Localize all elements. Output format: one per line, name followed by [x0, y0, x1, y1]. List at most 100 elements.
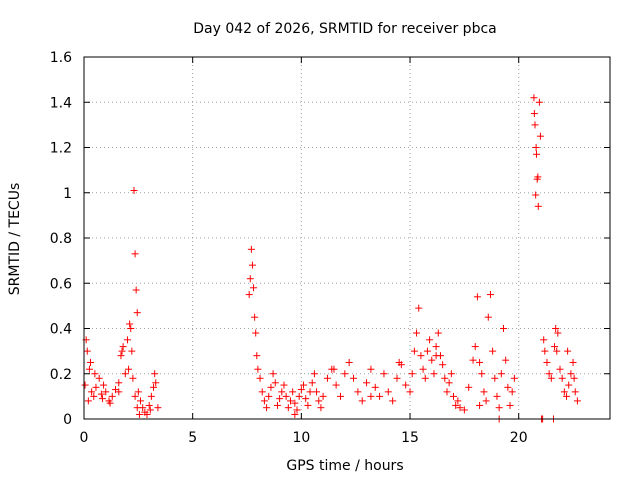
- data-point: [504, 383, 512, 391]
- data-point: [302, 395, 310, 403]
- data-point: [536, 132, 544, 140]
- data-point: [267, 383, 275, 391]
- axis-ticks: 0 0.2 0.4 0.6 0.8 1 1.2 1.4 1.6 0 5 10 15 20: [50, 50, 610, 446]
- data-point: [413, 329, 421, 337]
- data-point: [567, 370, 575, 378]
- data-point: [571, 388, 579, 396]
- data-point: [102, 388, 110, 396]
- data-point: [246, 275, 254, 283]
- data-point: [570, 374, 578, 382]
- data-point: [133, 404, 141, 412]
- data-point: [423, 347, 431, 355]
- data-point: [476, 401, 484, 409]
- data-point: [132, 286, 140, 294]
- y-tick-label: 1: [63, 186, 72, 202]
- data-point: [345, 358, 353, 366]
- data-point: [85, 365, 93, 373]
- data-point: [545, 370, 553, 378]
- data-point: [508, 388, 516, 396]
- data-point: [534, 173, 542, 181]
- x-tick-label: 20: [510, 430, 528, 446]
- data-point: [406, 388, 414, 396]
- data-point: [489, 347, 497, 355]
- data-point: [573, 397, 581, 405]
- data-point: [304, 401, 312, 409]
- data-point: [126, 320, 134, 328]
- data-point: [97, 390, 105, 398]
- data-point: [91, 370, 99, 378]
- data-point: [95, 374, 103, 382]
- grid: [84, 57, 610, 419]
- data-point: [284, 404, 292, 412]
- x-axis-label: GPS time / hours: [286, 458, 403, 474]
- data-point: [291, 410, 299, 418]
- data-point: [258, 388, 266, 396]
- data-point: [395, 358, 403, 366]
- data-point: [145, 401, 153, 409]
- data-point: [147, 392, 155, 400]
- data-point: [308, 379, 316, 387]
- data-point: [421, 374, 429, 382]
- data-point: [135, 410, 143, 418]
- data-point: [151, 370, 159, 378]
- data-point: [121, 370, 129, 378]
- data-point: [115, 379, 123, 387]
- data-point: [363, 379, 371, 387]
- data-point: [282, 392, 290, 400]
- data-point: [532, 144, 540, 151]
- data-point: [389, 397, 397, 405]
- data-point: [417, 352, 425, 360]
- data-point: [87, 358, 95, 366]
- data-point: [115, 388, 123, 396]
- data-point: [332, 381, 340, 389]
- data-point: [278, 388, 286, 396]
- data-point: [280, 381, 288, 389]
- data-point: [131, 392, 139, 400]
- data-point: [106, 399, 114, 407]
- data-point: [252, 329, 260, 337]
- x-tick-label: 0: [80, 430, 89, 446]
- y-tick-label: 1.6: [50, 50, 72, 66]
- data-point: [108, 392, 116, 400]
- data-point: [81, 381, 89, 389]
- data-point: [535, 98, 543, 106]
- data-point: [450, 392, 458, 400]
- data-point: [533, 150, 541, 158]
- y-tick-label: 0.2: [50, 367, 72, 383]
- chart-title: Day 042 of 2026, SRMTID for receiver pbc…: [193, 21, 496, 37]
- data-point: [143, 410, 151, 418]
- data-point: [531, 121, 539, 129]
- data-point: [432, 352, 440, 360]
- data-point: [310, 370, 318, 378]
- data-point: [465, 383, 473, 391]
- data-point: [248, 261, 256, 269]
- data-point: [245, 291, 253, 299]
- data-point: [123, 336, 131, 344]
- data-point: [473, 293, 481, 301]
- data-point: [88, 388, 96, 396]
- data-point: [484, 313, 492, 321]
- data-point: [443, 388, 451, 396]
- data-point: [534, 202, 542, 210]
- data-point: [419, 365, 427, 373]
- data-point: [540, 336, 548, 344]
- data-point: [265, 392, 273, 400]
- data-point: [150, 383, 158, 391]
- data-point: [297, 386, 305, 394]
- data-point: [460, 406, 468, 414]
- data-point: [551, 343, 559, 351]
- data-point: [254, 365, 262, 373]
- data-point: [315, 397, 323, 405]
- data-point: [532, 191, 540, 199]
- data-point: [510, 374, 518, 382]
- y-tick-label: 1.4: [50, 95, 72, 111]
- data-point: [256, 374, 264, 382]
- data-point: [300, 381, 308, 389]
- data-points: [81, 94, 581, 423]
- x-tick-label: 10: [292, 430, 310, 446]
- data-point: [393, 374, 401, 382]
- data-point: [83, 347, 91, 355]
- data-point: [269, 370, 277, 378]
- data-point: [336, 392, 344, 400]
